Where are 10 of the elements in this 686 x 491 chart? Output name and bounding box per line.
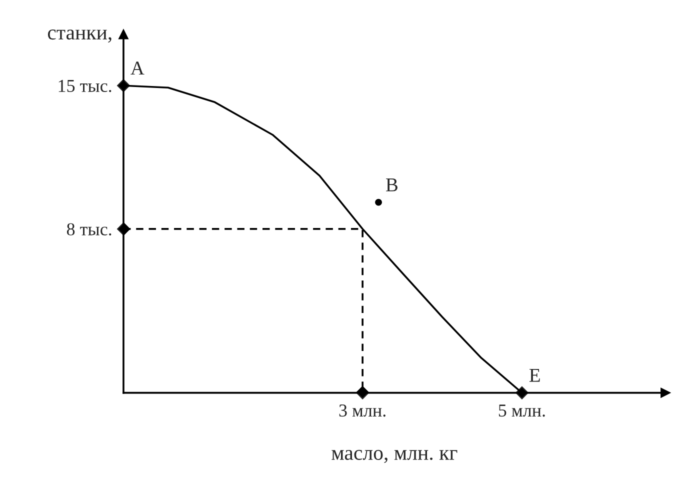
y-tick-label: 15 тыс. xyxy=(58,80,112,92)
point xyxy=(375,198,382,206)
annotation: B xyxy=(386,178,398,192)
x-axis-title: масло, млн. кг xyxy=(332,450,458,463)
y-tick-label: 8 тыс. xyxy=(66,223,112,236)
x-tick-label: 5 млн. xyxy=(498,404,545,417)
y-axis-title: станки, xyxy=(48,30,112,43)
annotation: E xyxy=(529,368,540,382)
annotation: A xyxy=(130,62,144,74)
x-tick-label: 3 млн. xyxy=(339,404,386,417)
